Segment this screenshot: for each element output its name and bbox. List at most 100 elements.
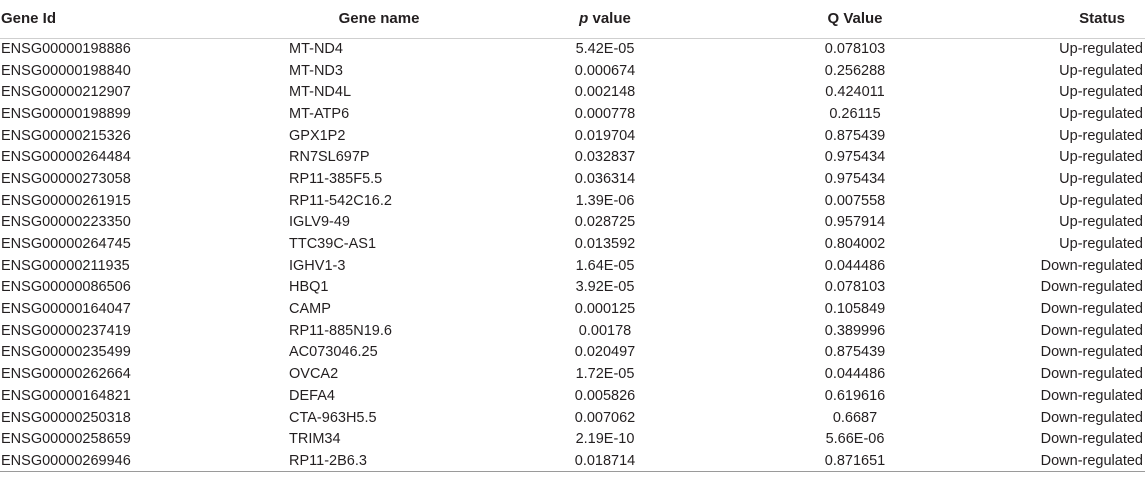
- cell-gene-id: ENSG00000211935: [1, 257, 130, 274]
- cell-gene-name: CAMP: [289, 301, 331, 318]
- cell-status: Down-regulated: [1040, 409, 1143, 426]
- cell-p-value: 0.00178: [578, 322, 632, 339]
- cell-gene-id: ENSG00000261915: [1, 192, 131, 209]
- table-row: ENSG00000258659 TRIM34 2.19E-10 5.66E-06 Dow…: [0, 428, 1145, 450]
- cell-gene-id: ENSG00000237419: [1, 322, 131, 339]
- cell-gene-id: ENSG00000198899: [1, 105, 131, 122]
- table-row: ENSG00000164047 CAMP 0.000125 0.105849 Down-…: [0, 298, 1145, 320]
- cell-gene-id: ENSG00000273058: [1, 170, 131, 187]
- table-row: ENSG00000198899 MT-ATP6 0.000778 0.26115 Up-…: [0, 103, 1145, 125]
- cell-gene-name: RP11-885N19.6: [289, 322, 392, 339]
- cell-q-value: 0.975434: [824, 149, 886, 166]
- cell-gene-name: DEFA4: [289, 387, 335, 404]
- cell-q-value: 0.078103: [824, 41, 886, 58]
- table-row: ENSG00000264484 RN7SL697P 0.032837 0.975434…: [0, 146, 1145, 168]
- cell-gene-id: ENSG00000164821: [1, 387, 131, 404]
- cell-gene-id: ENSG00000215326: [1, 127, 131, 144]
- cell-gene-name: MT-ND3: [289, 62, 343, 79]
- header-p-value: p value: [485, 0, 725, 39]
- cell-gene-name: RP11-542C16.2: [289, 192, 392, 209]
- cell-status: Up-regulated: [1059, 149, 1143, 166]
- table-row: ENSG00000198840 MT-ND3 0.000674 0.256288 Up-…: [0, 60, 1145, 82]
- cell-gene-name: AC073046.25: [289, 344, 378, 361]
- cell-status: Up-regulated: [1059, 84, 1143, 101]
- cell-q-value: 0.6687: [832, 409, 878, 426]
- header-p-rest: value: [588, 10, 631, 28]
- cell-gene-id: ENSG00000262664: [1, 366, 131, 383]
- cell-gene-name: CTA-963H5.5: [289, 409, 377, 426]
- cell-p-value: 0.005826: [574, 387, 636, 404]
- cell-p-value: 0.019704: [574, 127, 636, 144]
- cell-gene-name: MT-ND4: [289, 41, 343, 58]
- table-row: ENSG00000250318 CTA-963H5.5 0.007062 0.6687…: [0, 407, 1145, 429]
- table-row: ENSG00000273058 RP11-385F5.5 0.036314 0.975…: [0, 168, 1145, 190]
- cell-q-value: 0.957914: [824, 214, 886, 231]
- cell-p-value: 2.19E-10: [575, 431, 635, 448]
- cell-gene-name: MT-ATP6: [289, 105, 350, 122]
- cell-gene-name: RN7SL697P: [289, 149, 370, 166]
- table-row: ENSG00000086506 HBQ1 3.92E-05 0.078103 Down-…: [0, 277, 1145, 299]
- cell-p-value: 0.013592: [574, 236, 636, 253]
- table-row: ENSG00000211935 IGHV1-3 1.64E-05 0.044486 Do…: [0, 255, 1145, 277]
- table-row: ENSG00000223350 IGLV9-49 0.028725 0.957914 U…: [0, 212, 1145, 234]
- table-row: ENSG00000235499 AC073046.25 0.020497 0.8754…: [0, 342, 1145, 364]
- cell-q-value: 0.105849: [824, 301, 886, 318]
- cell-status: Down-regulated: [1040, 344, 1143, 361]
- header-status: Status: [985, 0, 1145, 39]
- table-row: ENSG00000164821 DEFA4 0.005826 0.619616 Down…: [0, 385, 1145, 407]
- cell-status: Down-regulated: [1040, 301, 1143, 318]
- cell-q-value: 0.256288: [824, 62, 886, 79]
- cell-q-value: 0.871651: [725, 450, 985, 473]
- table-body: ENSG00000198886 MT-ND4 5.42E-05 0.078103 Up-…: [0, 38, 1145, 473]
- cell-p-value: 0.032837: [574, 149, 636, 166]
- cell-status: Down-regulated: [1040, 431, 1143, 448]
- cell-gene-name: OVCA2: [289, 366, 339, 383]
- cell-gene-id: ENSG00000258659: [1, 431, 131, 448]
- cell-p-value: 3.92E-05: [575, 279, 635, 296]
- cell-q-value: 0.424011: [825, 84, 885, 101]
- cell-status: Down-regulated: [1040, 322, 1143, 339]
- cell-p-value: 0.036314: [574, 170, 636, 187]
- header-p-italic: p: [579, 10, 589, 28]
- cell-p-value: 1.39E-06: [575, 192, 635, 209]
- cell-status: Up-regulated: [1059, 105, 1143, 122]
- cell-q-value: 0.044486: [824, 257, 886, 274]
- cell-p-value: 0.000674: [574, 62, 636, 79]
- cell-gene-id: ENSG00000198886: [1, 41, 131, 58]
- cell-q-value: 0.619616: [824, 387, 886, 404]
- table-row: ENSG00000198886 MT-ND4 5.42E-05 0.078103 Up-…: [0, 38, 1145, 60]
- header-q-value: Q Value: [725, 0, 985, 39]
- cell-gene-id: ENSG00000250318: [1, 409, 131, 426]
- header-gene-id: Gene Id: [0, 0, 275, 39]
- gene-expression-table: Gene Id Gene name p value Q Value Status…: [0, 0, 1145, 473]
- cell-gene-id: ENSG00000269946: [0, 450, 275, 473]
- cell-p-value: 0.002148: [574, 84, 636, 101]
- cell-q-value: 0.007558: [824, 192, 886, 209]
- cell-gene-id: ENSG00000198840: [1, 62, 131, 79]
- cell-status: Up-regulated: [1059, 41, 1143, 58]
- cell-q-value: 0.26115: [829, 105, 881, 122]
- cell-gene-name: TTC39C-AS1: [289, 236, 377, 253]
- cell-q-value: 0.078103: [824, 279, 886, 296]
- cell-gene-id: ENSG00000164047: [1, 301, 131, 318]
- table-row: ENSG00000261915 RP11-542C16.2 1.39E-06 0.00…: [0, 190, 1145, 212]
- cell-p-value: 1.64E-05: [575, 257, 635, 274]
- table-header-row: Gene Id Gene name p value Q Value Status: [0, 0, 1145, 39]
- cell-gene-name: TRIM34: [289, 431, 341, 448]
- cell-q-value: 0.975434: [824, 170, 886, 187]
- cell-gene-name: RP11-2B6.3: [275, 450, 485, 473]
- cell-status: Up-regulated: [1059, 236, 1143, 253]
- cell-gene-name: RP11-385F5.5: [289, 170, 383, 187]
- cell-status: Down-regulated: [1040, 387, 1143, 404]
- cell-gene-id: ENSG00000223350: [1, 214, 131, 231]
- cell-gene-name: IGLV9-49: [289, 214, 350, 231]
- cell-status: Down-regulated: [985, 450, 1145, 473]
- cell-p-value: 5.42E-05: [575, 41, 635, 58]
- table-row: ENSG00000212907 MT-ND4L 0.002148 0.424011 Up…: [0, 81, 1145, 103]
- cell-q-value: 0.875439: [824, 344, 886, 361]
- cell-p-value: 0.007062: [574, 409, 636, 426]
- cell-status: Up-regulated: [1059, 192, 1143, 209]
- cell-q-value: 0.804002: [824, 236, 886, 253]
- cell-status: Down-regulated: [1040, 279, 1143, 296]
